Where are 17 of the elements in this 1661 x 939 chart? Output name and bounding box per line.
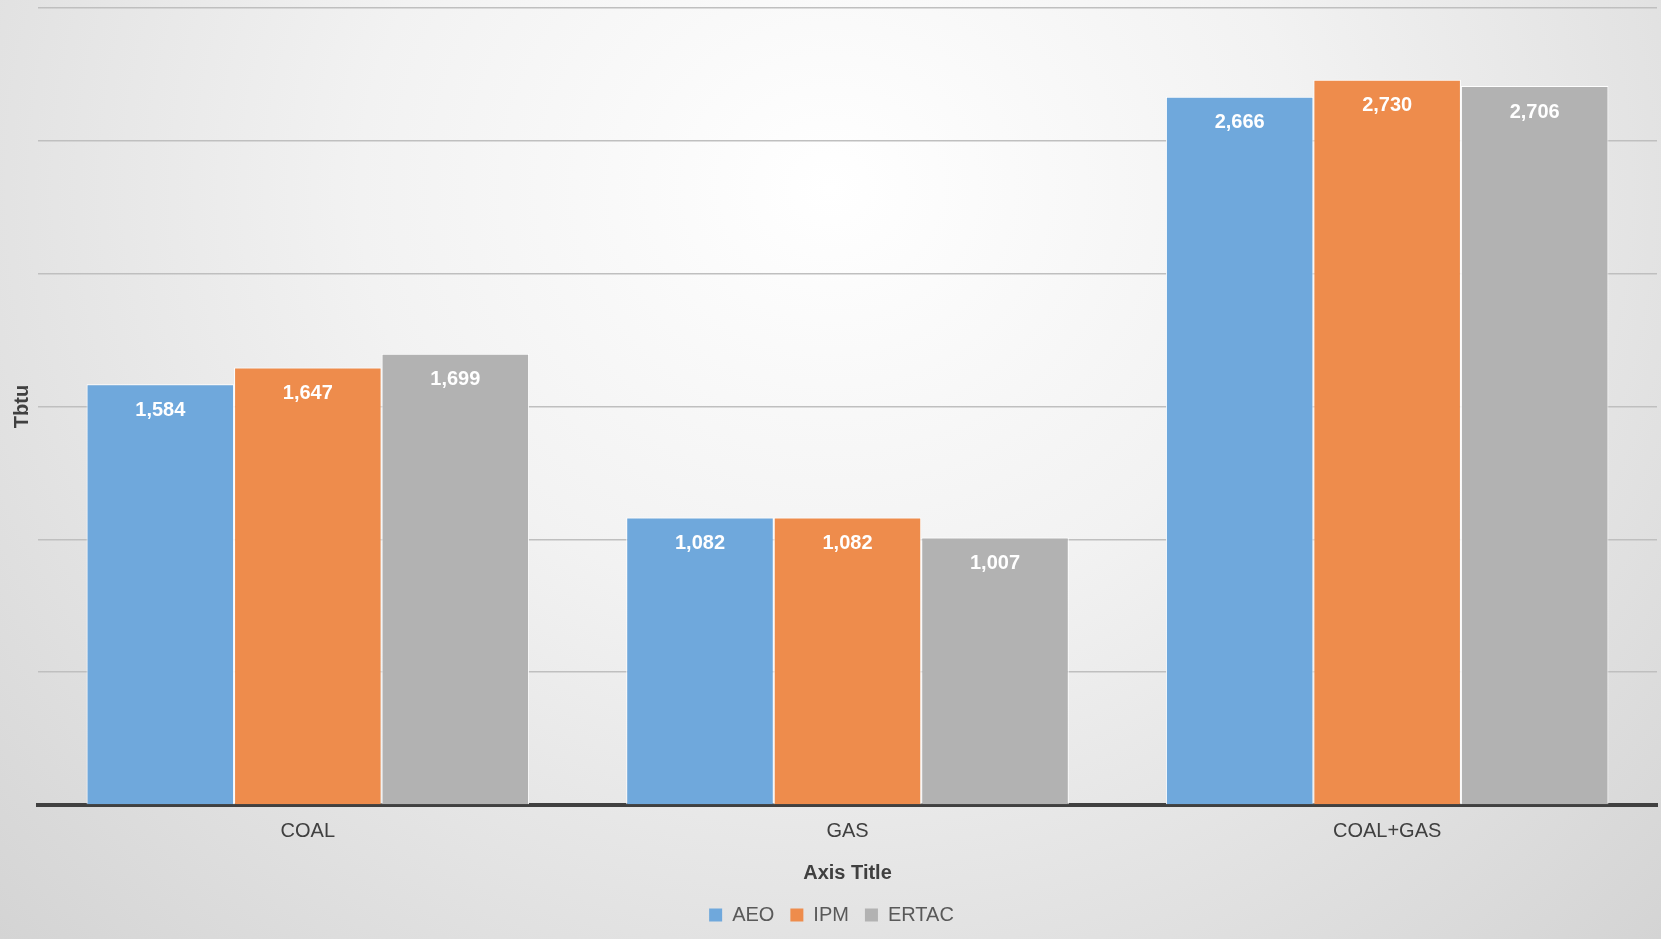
legend-label: AEO (732, 902, 775, 925)
x-tick-label: GAS (826, 818, 869, 841)
legend-label: IPM (813, 902, 849, 925)
data-label: 1,647 (282, 380, 333, 403)
data-label: 1,082 (822, 531, 873, 554)
data-label: 2,706 (1509, 99, 1560, 122)
data-label: 2,730 (1362, 93, 1413, 116)
x-tick-label: COAL (280, 818, 336, 841)
data-label: 1,007 (969, 550, 1021, 573)
data-label: 1,082 (674, 531, 726, 554)
data-label: 2,666 (1214, 110, 1265, 133)
legend-label: ERTAC (887, 902, 954, 925)
x-tick-label: COAL+GAS (1332, 818, 1442, 841)
y-axis-title: Tbtu (9, 384, 32, 429)
data-label: 1,699 (430, 367, 481, 390)
data-label: 1,584 (135, 397, 187, 420)
x-axis-title: Axis Title (803, 860, 892, 883)
